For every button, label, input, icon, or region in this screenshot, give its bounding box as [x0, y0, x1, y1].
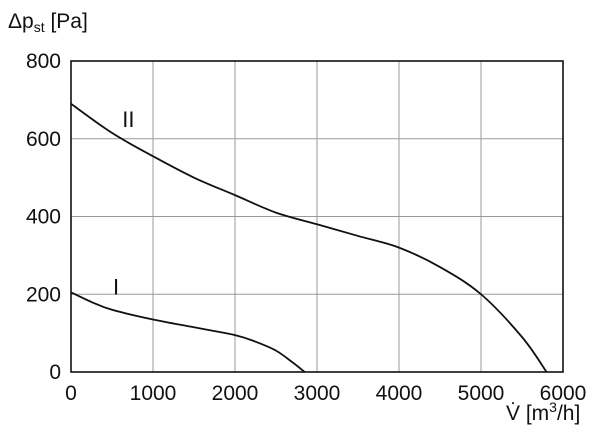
y-tick-label: 800	[26, 50, 61, 73]
y-axis-label-suffix: [Pa]	[45, 10, 88, 33]
series	[70, 103, 548, 373]
y-axis-label-prefix: Δp	[8, 10, 34, 33]
x-tick-label: 1000	[130, 382, 177, 405]
x-axis-label-sup: 3	[549, 399, 557, 415]
x-axis-label: V̇ [m3/h]	[506, 399, 580, 425]
series-line-II	[70, 103, 548, 373]
tick-labels: 0 1000 2000 3000 4000 5000 6000 0 200 400 600 800	[26, 50, 586, 405]
x-tick-label: 5000	[458, 382, 505, 405]
x-tick-label: 6000	[540, 382, 587, 405]
y-tick-label: 200	[26, 283, 61, 306]
svg-text:V̇ [m3/h]: V̇ [m3/h]	[506, 399, 580, 425]
y-tick-label: 400	[26, 206, 61, 229]
y-tick-label: 0	[49, 361, 61, 384]
curve-label-II: II	[122, 107, 134, 132]
y-tick-label: 600	[26, 128, 61, 151]
svg-text:Δpst [Pa]: Δpst [Pa]	[8, 10, 88, 35]
series-line-I	[70, 291, 306, 373]
plot-frame	[70, 60, 564, 373]
x-axis-label-prefix: V̇ [m	[506, 402, 549, 425]
y-axis-label-sub: st	[34, 19, 45, 35]
x-tick-label: 0	[65, 382, 77, 405]
curve-labels: III	[113, 107, 134, 299]
curve-label-I: I	[113, 274, 119, 299]
grid	[70, 60, 564, 373]
x-tick-label: 2000	[212, 382, 259, 405]
x-axis-label-suffix: /h]	[557, 402, 580, 425]
y-axis-label: Δpst [Pa]	[8, 10, 88, 35]
x-tick-label: 4000	[376, 382, 423, 405]
x-tick-label: 3000	[294, 382, 341, 405]
